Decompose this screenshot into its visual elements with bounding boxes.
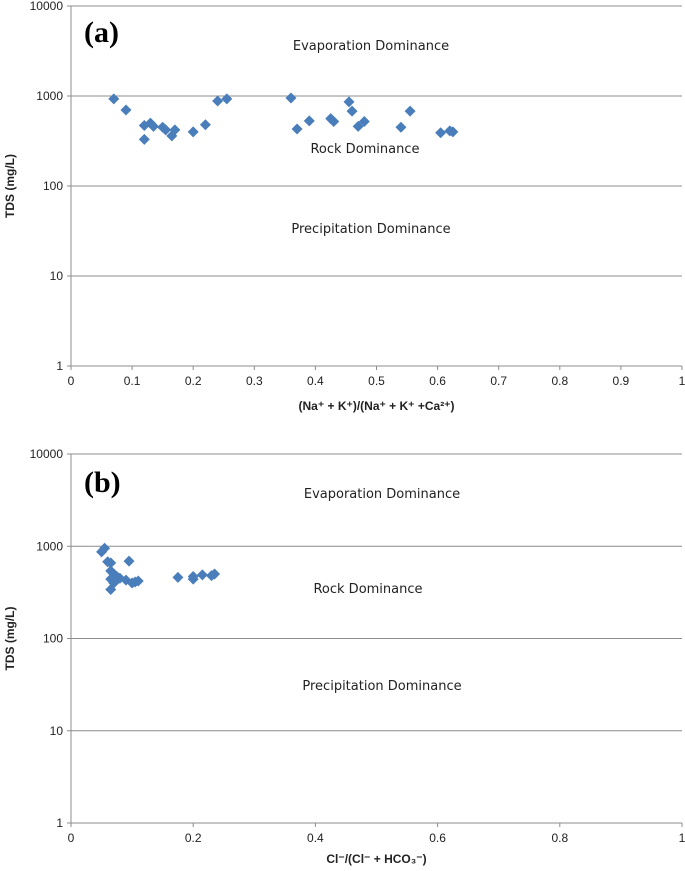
data-point <box>187 126 199 138</box>
data-point <box>132 575 144 587</box>
y-tick-label: 10000 <box>30 447 64 461</box>
y-tick-label: 10 <box>50 724 64 738</box>
data-point <box>105 557 117 569</box>
zone-label: Precipitation Dominance <box>302 679 461 694</box>
panel-label: (b) <box>84 466 121 499</box>
x-tick-label: 1 <box>679 374 685 388</box>
x-tick-label: 0.9 <box>613 374 630 388</box>
y-tick-label: 1000 <box>36 89 63 103</box>
data-point <box>99 542 111 554</box>
data-point <box>108 93 120 105</box>
data-point <box>285 92 297 104</box>
data-point <box>303 115 315 127</box>
data-point <box>123 555 135 567</box>
data-point <box>138 133 150 145</box>
x-axis-label: Cl⁻/(Cl⁻ + HCO₃⁻) <box>326 852 426 866</box>
data-point <box>358 116 370 128</box>
x-tick-label: 0.8 <box>551 374 568 388</box>
zone-label: Rock Dominance <box>310 142 419 157</box>
y-axis-label: TDS (mg/L) <box>3 607 17 671</box>
y-tick-label: 10000 <box>30 0 64 13</box>
data-point <box>404 105 416 117</box>
x-tick-label: 0.1 <box>124 374 141 388</box>
data-point <box>447 126 459 138</box>
chart-panel-b: 1 10 100 1000 10000 0 0.2 0.4 0.6 0.8 1 Cl⁻/(Cl⁻ + … <box>3 447 685 866</box>
x-tick-label: 0.6 <box>429 374 446 388</box>
data-point <box>160 124 172 136</box>
zone-label: Precipitation Dominance <box>291 222 450 237</box>
data-point <box>346 105 358 117</box>
zone-label: Evaporation Dominance <box>293 39 449 54</box>
x-tick-label: 0.3 <box>246 374 263 388</box>
x-tick-label: 0 <box>68 831 75 845</box>
x-tick-label: 0.8 <box>551 831 568 845</box>
x-axis-label: (Na⁺ + K⁺)/(Na⁺ + K⁺ +Ca²⁺) <box>298 399 454 413</box>
data-point <box>209 568 221 580</box>
data-point <box>395 121 407 133</box>
data-point <box>221 93 233 105</box>
x-tick-label: 1 <box>679 831 685 845</box>
data-point <box>328 116 340 128</box>
data-point <box>120 104 132 116</box>
y-tick-label: 1000 <box>36 539 63 553</box>
y-tick-label: 100 <box>43 632 63 646</box>
data-point <box>435 127 447 139</box>
y-tick-label: 100 <box>43 179 63 193</box>
y-axis-label: TDS (mg/L) <box>3 154 17 218</box>
data-point <box>147 120 159 132</box>
y-tick-label: 10 <box>50 269 64 283</box>
data-point <box>172 571 184 583</box>
data-point <box>187 570 199 582</box>
y-tick-label: 1 <box>56 359 63 373</box>
data-point <box>343 96 355 108</box>
panel-label: (a) <box>84 16 119 49</box>
x-tick-label: 0.6 <box>429 831 446 845</box>
data-point <box>120 574 132 586</box>
x-tick-label: 0 <box>68 374 75 388</box>
data-point <box>199 119 211 131</box>
zone-label: Rock Dominance <box>313 582 422 597</box>
data-point <box>212 95 224 107</box>
x-tick-label: 0.7 <box>490 374 507 388</box>
data-point <box>105 583 117 595</box>
chart-panel-a: 1 10 100 1000 10000 0 0.1 0.2 0.3 0.4 0.5 0.6 0.7 0.8… <box>3 0 685 413</box>
x-tick-label: 0.5 <box>368 374 385 388</box>
x-tick-label: 0.2 <box>185 374 202 388</box>
data-point <box>196 569 208 581</box>
x-tick-label: 0.4 <box>307 831 324 845</box>
y-tick-label: 1 <box>56 816 63 830</box>
x-tick-label: 0.4 <box>307 374 324 388</box>
zone-label: Evaporation Dominance <box>304 487 460 502</box>
x-tick-label: 0.2 <box>185 831 202 845</box>
data-point <box>169 124 181 136</box>
data-point <box>291 123 303 135</box>
